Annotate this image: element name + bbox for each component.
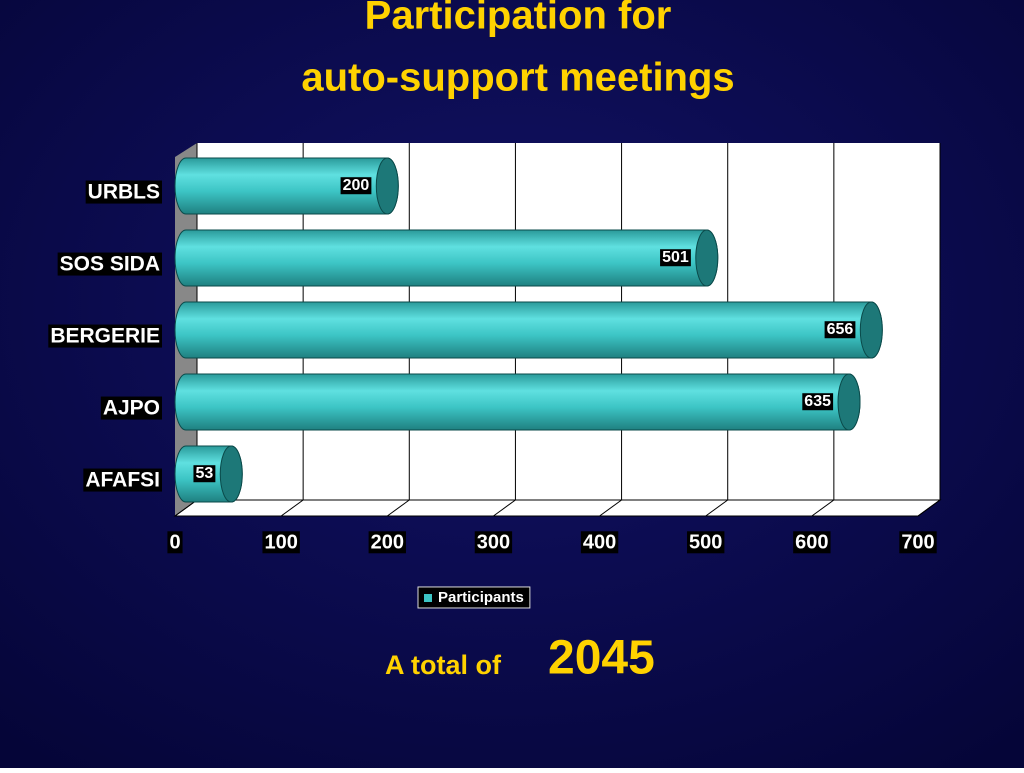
floor-grid-line <box>386 499 410 517</box>
y-tick-label-box <box>85 180 162 204</box>
x-tick-label-box <box>580 531 619 554</box>
x-tick-label-group: 600 <box>793 531 831 554</box>
value-label-box <box>193 465 216 483</box>
value-label-box <box>340 177 372 195</box>
x-tick-label: 500 <box>689 531 722 553</box>
value-label: 200 <box>343 177 370 194</box>
y-tick-label-group: SOS SIDA <box>57 252 162 276</box>
y-tick-label-group: URBLS <box>85 180 162 204</box>
y-tick-label: SOS SIDA <box>60 253 160 276</box>
value-label-box <box>824 321 856 339</box>
y-tick-label: BERGERIE <box>50 325 160 348</box>
legend-swatch <box>424 594 432 602</box>
x-tick-label-box <box>368 531 406 554</box>
x-tick-label: 400 <box>583 531 616 553</box>
value-label-group: 200 <box>340 177 372 195</box>
value-label-group: 635 <box>802 393 834 411</box>
bar <box>174 301 883 359</box>
bar-cap <box>219 445 243 503</box>
value-label-group: 501 <box>660 249 691 267</box>
x-tick-label-box <box>793 531 831 554</box>
legend: Participants <box>417 586 531 609</box>
floor <box>173 499 942 517</box>
value-label: 635 <box>804 393 831 410</box>
floor-grid-line <box>599 499 622 517</box>
bar-cap <box>859 301 883 359</box>
y-tick-label: URBLS <box>88 181 160 204</box>
value-label: 656 <box>827 321 854 338</box>
floor-grid-line <box>917 499 941 517</box>
y-tick-label-group: AJPO <box>100 396 162 420</box>
value-label-group: 53 <box>193 465 216 483</box>
bar-cap <box>695 229 719 287</box>
x-tick-label-group: 500 <box>687 531 725 554</box>
x-tick-label-group: 400 <box>580 531 619 554</box>
x-tick-label-box <box>474 531 513 554</box>
chart-title: Participation for <box>365 0 672 38</box>
legend-box <box>417 586 531 609</box>
value-label: 501 <box>662 249 689 266</box>
floor-grid-line <box>174 499 198 517</box>
y-tick-label: AFAFSI <box>85 469 160 492</box>
x-tick-label-box <box>167 531 183 554</box>
annotation-text: A total of <box>385 650 502 680</box>
y-tick-label: AJPO <box>103 397 160 420</box>
value-label-box <box>802 393 834 411</box>
y-tick-label-box <box>83 468 162 492</box>
y-tick-label-box <box>100 396 162 420</box>
y-tick-label-group: AFAFSI <box>83 468 162 492</box>
value-label-group: 656 <box>824 321 856 339</box>
x-tick-label: 100 <box>264 531 297 553</box>
x-tick-label-box <box>899 531 937 554</box>
x-tick-label: 200 <box>371 531 404 553</box>
annotation-value: 2045 <box>548 632 655 685</box>
bar-cap <box>837 373 861 431</box>
x-tick-label: 600 <box>795 531 828 553</box>
value-label-box <box>660 249 691 267</box>
floor-grid-line <box>705 499 729 517</box>
x-tick-label: 0 <box>169 531 180 553</box>
y-tick-label-box <box>48 324 162 348</box>
y-tick-label-box <box>57 252 162 276</box>
bar <box>174 373 861 431</box>
floor-grid-line <box>493 499 516 517</box>
floor-grid-line <box>811 499 835 517</box>
floor-grid-line <box>280 499 304 517</box>
x-tick-label: 700 <box>901 531 934 553</box>
x-tick-label-group: 100 <box>262 531 300 554</box>
bar <box>174 229 719 287</box>
x-tick-label: 300 <box>477 531 510 553</box>
x-tick-label-group: 700 <box>899 531 937 554</box>
x-tick-label-group: 0 <box>167 531 183 554</box>
value-label: 53 <box>195 465 213 482</box>
y-tick-label-group: BERGERIE <box>48 324 162 348</box>
x-tick-label-box <box>687 531 725 554</box>
legend-label: Participants <box>438 589 524 606</box>
chart-title: auto-support meetings <box>301 56 734 100</box>
x-tick-label-box <box>262 531 300 554</box>
x-tick-label-group: 300 <box>474 531 513 554</box>
bar-cap <box>375 157 399 215</box>
x-tick-label-group: 200 <box>368 531 406 554</box>
